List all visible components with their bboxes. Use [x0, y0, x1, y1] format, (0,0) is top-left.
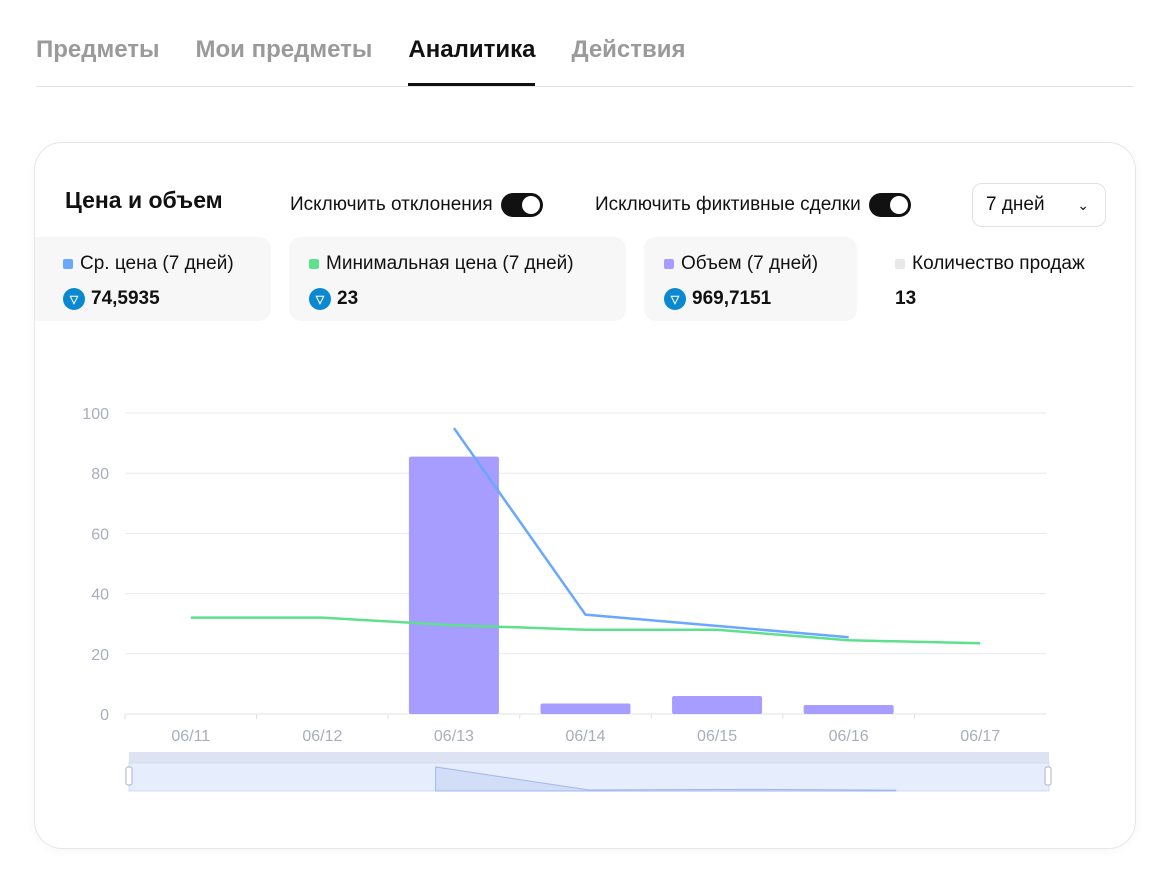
ton-icon: ▽ — [63, 288, 85, 310]
y-tick-label: 0 — [100, 707, 109, 724]
card-title: Цена и объем — [65, 187, 223, 213]
stat-label: Количество продаж — [912, 253, 1085, 274]
stat-value: 969,7151 — [692, 288, 772, 309]
chevron-down-icon: ⌄ — [1077, 196, 1089, 213]
stats-row: Ср. цена (7 дней) ▽ 74,5935 Минимальная ц… — [35, 237, 1135, 321]
y-tick-label: 40 — [91, 587, 109, 604]
y-tick-label: 60 — [91, 526, 109, 543]
stat-volume: Объем (7 дней) ▽ 969,7151 — [644, 237, 857, 321]
y-tick-label: 100 — [82, 406, 109, 423]
price-volume-card: Цена и объем Исключить отклонения Исключ… — [34, 142, 1136, 849]
stat-label: Минимальная цена (7 дней) — [326, 253, 574, 274]
y-tick-label: 80 — [91, 466, 109, 483]
x-tick-label: 06/14 — [565, 728, 605, 745]
stat-value: 74,5935 — [91, 288, 160, 309]
exclude-wash-trades-toggle[interactable]: Исключить фиктивные сделки — [595, 193, 911, 217]
tab-my-items[interactable]: Мои предметы — [195, 36, 373, 63]
period-value: 7 дней — [986, 194, 1045, 215]
legend-swatch — [664, 259, 674, 269]
x-tick-label: 06/17 — [960, 728, 1000, 745]
x-tick-label: 06/11 — [171, 728, 210, 745]
tab-activity[interactable]: Действия — [571, 36, 686, 63]
datazoom-left-handle[interactable] — [125, 766, 133, 786]
toggle-label: Исключить фиктивные сделки — [595, 194, 861, 215]
legend-swatch — [895, 259, 905, 269]
stat-min-price: Минимальная цена (7 дней) ▽ 23 — [289, 237, 626, 321]
stat-value: 23 — [337, 288, 359, 309]
exclude-outliers-toggle[interactable]: Исключить отклонения — [290, 193, 543, 217]
datazoom-handle-bar[interactable] — [129, 752, 1049, 763]
ton-icon: ▽ — [309, 288, 331, 310]
datazoom-right-handle[interactable] — [1044, 766, 1052, 786]
toggle-switch[interactable] — [500, 193, 543, 217]
datazoom-slider[interactable] — [128, 762, 1050, 792]
datazoom-preview — [435, 766, 897, 792]
legend-swatch — [309, 259, 319, 269]
x-tick-label: 06/12 — [302, 728, 342, 745]
volume-bar — [672, 695, 763, 714]
avg-price-line — [452, 427, 849, 639]
x-tick-label: 06/13 — [434, 728, 474, 745]
period-select[interactable]: 7 дней ⌄ — [972, 183, 1106, 227]
stat-label: Объем (7 дней) — [681, 253, 819, 274]
stat-value: 13 — [895, 288, 917, 309]
ton-icon: ▽ — [664, 288, 686, 310]
y-tick-label: 20 — [91, 647, 109, 664]
stat-avg-price: Ср. цена (7 дней) ▽ 74,5935 — [35, 237, 271, 321]
x-tick-label: 06/15 — [697, 728, 737, 745]
toggle-label: Исключить отклонения — [290, 194, 493, 215]
tab-analytics[interactable]: Аналитика — [408, 30, 536, 86]
toggle-switch[interactable] — [868, 193, 911, 217]
volume-bar — [408, 456, 499, 714]
volume-bar — [540, 703, 631, 714]
stat-sales-count: Количество продаж 13 — [875, 237, 1135, 321]
volume-bar — [803, 704, 894, 714]
stat-label: Ср. цена (7 дней) — [80, 253, 234, 274]
min-price-line — [190, 616, 981, 645]
legend-swatch — [63, 259, 73, 269]
tab-items[interactable]: Предметы — [36, 36, 160, 63]
tab-bar: Предметы Мои предметы Аналитика Действия — [36, 30, 1134, 87]
x-tick-label: 06/16 — [829, 728, 869, 745]
